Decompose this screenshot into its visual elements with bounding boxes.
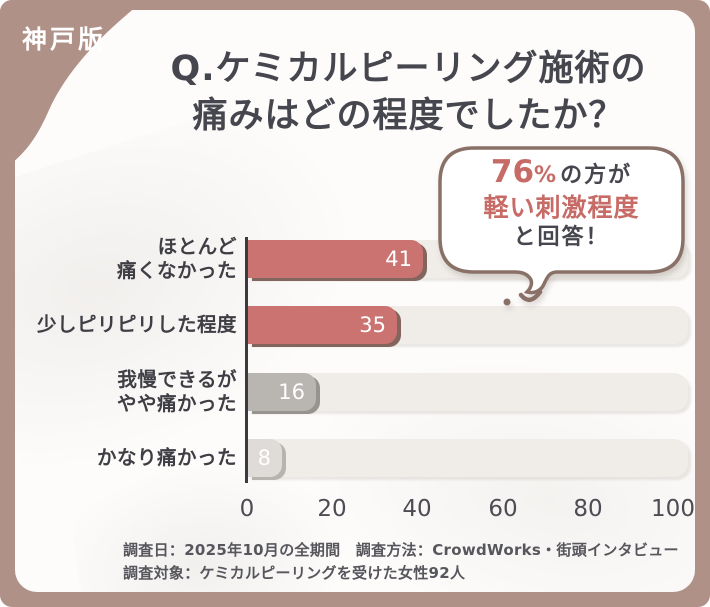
x-tick-20: 20 (317, 496, 347, 522)
content-panel: Q.ケミカルピーリング施術の 痛みはどの程度でしたか？ 41 35 16 8 (15, 10, 695, 592)
category-label-line: 痛くなかった (116, 259, 237, 282)
bar-value-label: 41 (385, 247, 412, 271)
survey-note-line-1: 調査日：2025年10月の全期間 調査方法：CrowdWorks・街頭インタビュ… (123, 541, 679, 559)
category-label: かなり痛かった (31, 434, 237, 482)
bar-value-label: 8 (257, 446, 271, 470)
speech-bubble-outline (438, 146, 685, 295)
speech-bubble (438, 146, 685, 306)
page-title: Q.ケミカルピーリング施術の 痛みはどの程度でしたか？ (140, 46, 677, 140)
bar-track (248, 439, 688, 477)
edition-badge: 神戸版 (22, 25, 107, 54)
title-line-2: 痛みはどの程度でしたか？ (192, 95, 625, 136)
bar-gaman-dekiru: 16 (248, 373, 316, 411)
category-label: 少しピリピリした程度 (31, 301, 237, 349)
bubble-line-3: と回答！ (513, 225, 610, 250)
bar-kanari-itakatta: 8 (248, 439, 282, 477)
survey-note-line-2: 調査対象：ケミカルピーリングを受けた女性92人 (123, 563, 466, 582)
percent-value: 76 (490, 154, 535, 190)
y-axis-line (245, 237, 248, 483)
x-tick-40: 40 (402, 496, 432, 522)
bar-sukoshi-piripiri: 35 (248, 306, 397, 344)
bubble-dot-icon (503, 298, 511, 306)
bubble-line-2: 軽い刺激程度 (483, 193, 640, 222)
bar-value-label: 16 (278, 380, 305, 404)
x-tick-80: 80 (573, 496, 603, 522)
bar-hotondo-itakunakatta: 41 (248, 240, 423, 278)
category-label-line: ほとんど (157, 235, 237, 258)
bar-value-label: 35 (359, 313, 386, 337)
category-label: ほとんど 痛くなかった (31, 235, 237, 283)
category-label: 我慢できるが やや痛かった (31, 368, 237, 416)
bubble-crescent-icon (518, 289, 543, 302)
speech-bubble-text: 76% の方が 軽い刺激程度 と回答！ (440, 156, 683, 252)
category-label-line: 少しピリピリした程度 (36, 313, 237, 336)
x-tick-0: 0 (239, 496, 255, 522)
percent-sign: % (534, 163, 557, 188)
title-line-1: Q.ケミカルピーリング施術の (170, 49, 647, 89)
category-label-line: かなり痛かった (96, 446, 237, 469)
corner-swoosh-decoration (0, 0, 145, 172)
bar-track (248, 373, 688, 411)
x-tick-100: 100 (651, 496, 695, 522)
bubble-line-1: 76% の方が (440, 156, 683, 192)
bubble-line-1-suffix: の方が (560, 163, 633, 188)
x-tick-60: 60 (488, 496, 518, 522)
category-label-line: 我慢できるが (117, 368, 237, 391)
survey-notes: 調査日：2025年10月の全期間 調査方法：CrowdWorks・街頭インタビュ… (123, 539, 679, 584)
category-label-line: やや痛かった (116, 392, 237, 415)
